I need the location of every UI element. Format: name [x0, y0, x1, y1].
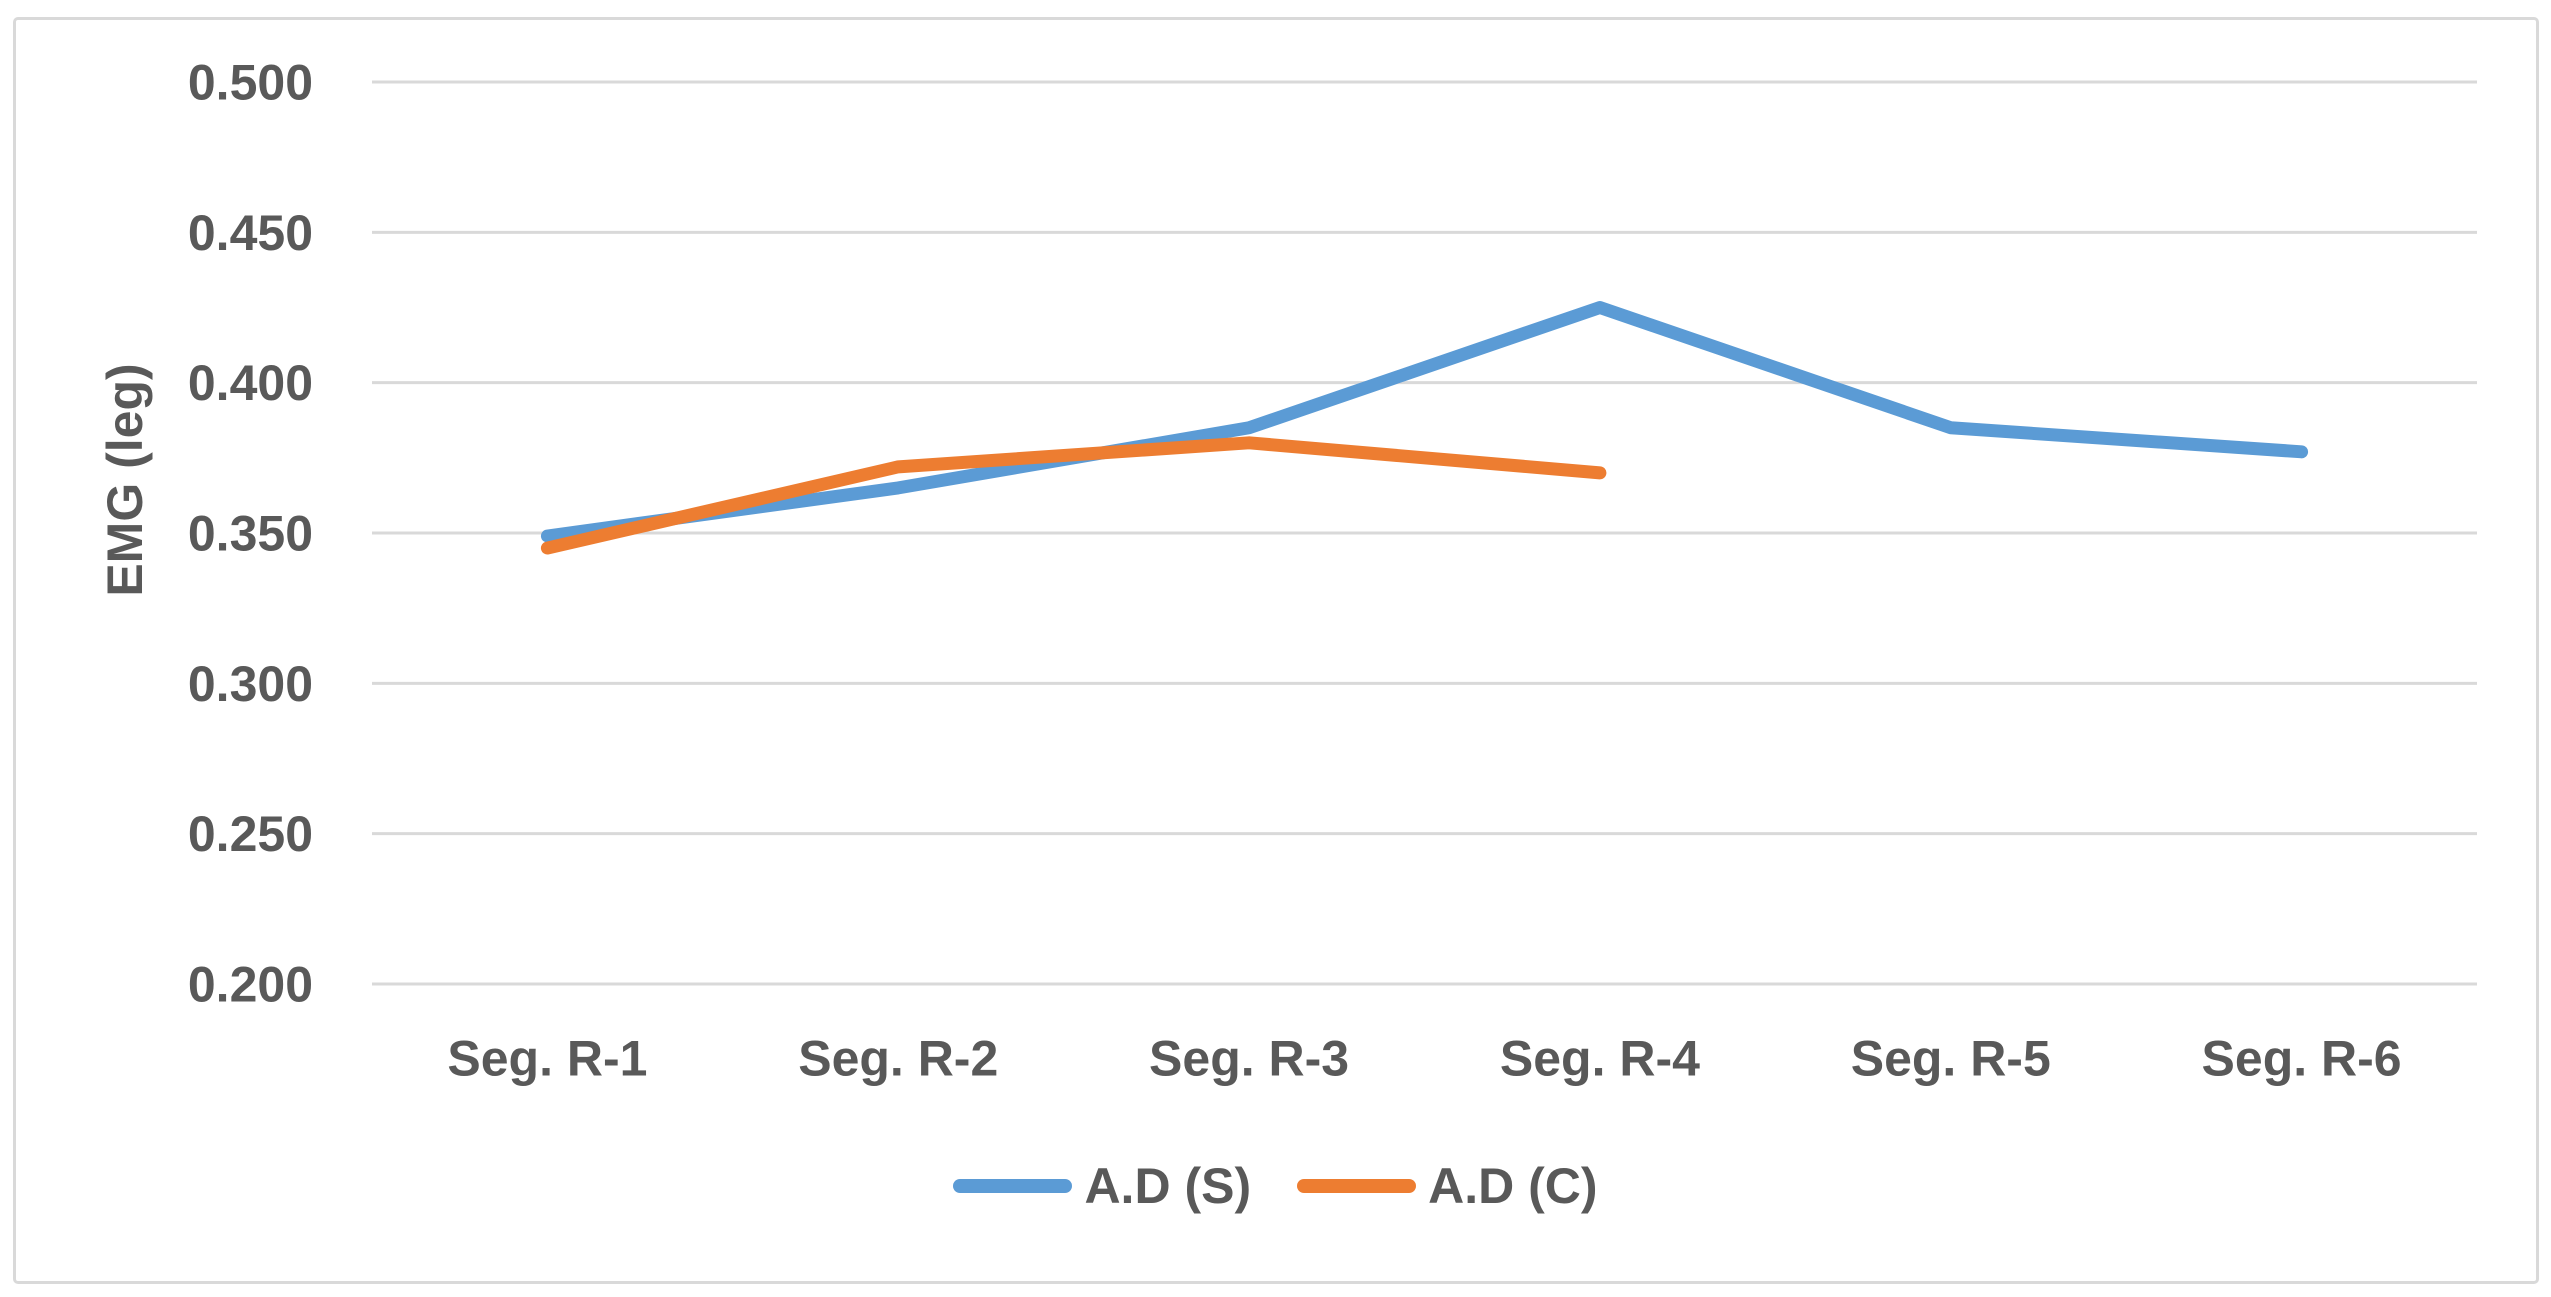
legend-label-ad-s: A.D (S) [1084, 1158, 1252, 1214]
x-category-label: Seg. R-6 [2202, 1031, 2402, 1087]
legend-item-ad-s: A.D (S) [953, 1158, 1251, 1214]
x-category-label: Seg. R-5 [1851, 1031, 2051, 1087]
y-tick-label: 0.450 [188, 205, 313, 261]
legend-line-swatch-ad-s [953, 1179, 1073, 1193]
legend-item-ad-c: A.D (C) [1297, 1158, 1598, 1214]
y-axis-title: EMG (leg) [97, 363, 153, 597]
legend-line-swatch-ad-c [1297, 1179, 1417, 1193]
series-line-A.D (S) [540, 301, 2309, 543]
x-category-label: Seg. R-2 [798, 1031, 998, 1087]
y-tick-label: 0.300 [188, 656, 313, 712]
y-tick-label: 0.500 [188, 55, 313, 111]
y-tick-label: 0.250 [188, 806, 313, 862]
x-category-label: Seg. R-4 [1500, 1031, 1700, 1087]
x-category-label: Seg. R-3 [1149, 1031, 1349, 1087]
legend-label-ad-c: A.D (C) [1428, 1158, 1598, 1214]
y-tick-label: 0.400 [188, 355, 313, 411]
y-tick-label: 0.350 [188, 506, 313, 562]
x-category-label: Seg. R-1 [447, 1031, 647, 1087]
chart-legend: A.D (S) A.D (C) [0, 1158, 2551, 1214]
series-line-A.D (C) [540, 436, 1607, 555]
y-tick-label: 0.200 [188, 957, 313, 1013]
